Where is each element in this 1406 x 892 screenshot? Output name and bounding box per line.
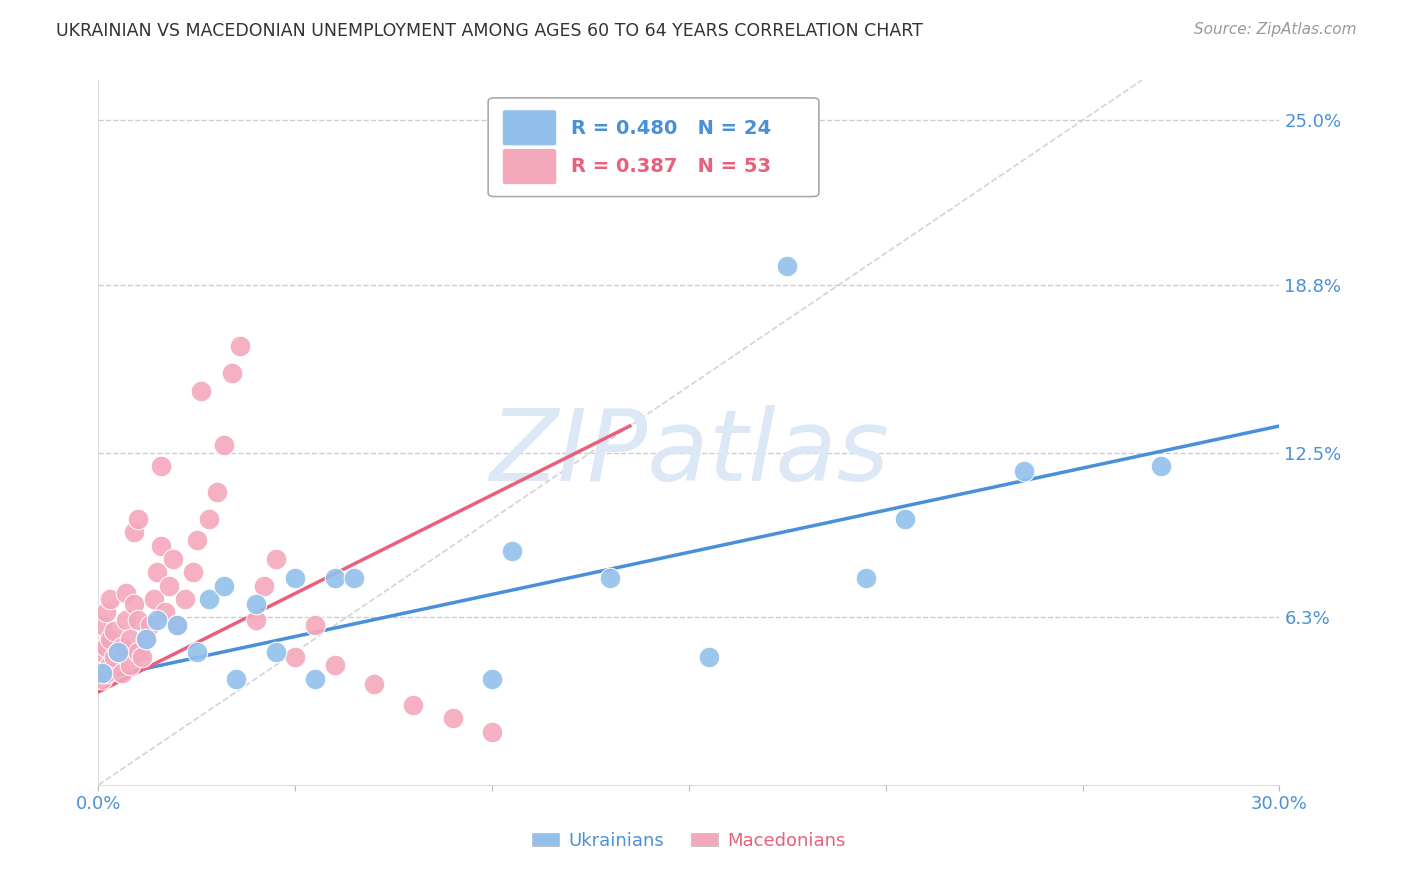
Point [205, 485, 228, 500]
Point [481, 672, 503, 686]
Point [181, 566, 204, 580]
Point [103, 624, 125, 638]
Point [245, 597, 267, 611]
FancyBboxPatch shape [488, 98, 818, 196]
Point [91, 645, 114, 659]
Point [253, 578, 276, 592]
Point [323, 658, 346, 673]
Point [284, 650, 307, 665]
Point [229, 339, 252, 353]
Point [115, 586, 138, 600]
Point [1012, 464, 1035, 478]
Point [115, 613, 138, 627]
Point [197, 591, 219, 606]
Point [127, 512, 149, 526]
Text: UKRAINIAN VS MACEDONIAN UNEMPLOYMENT AMONG AGES 60 TO 64 YEARS CORRELATION CHART: UKRAINIAN VS MACEDONIAN UNEMPLOYMENT AMO… [56, 22, 924, 40]
Point [186, 533, 208, 548]
Point [304, 672, 326, 686]
Point [96, 640, 118, 654]
Point [111, 666, 134, 681]
Point [697, 650, 720, 665]
Legend: Ukrainians, Macedonians: Ukrainians, Macedonians [524, 824, 853, 857]
Point [96, 605, 118, 619]
Point [107, 645, 129, 659]
Point [135, 632, 157, 646]
Point [162, 552, 184, 566]
Point [146, 566, 169, 580]
Point [118, 658, 141, 673]
Point [264, 645, 287, 659]
Text: ZIPatlas: ZIPatlas [489, 405, 889, 502]
Point [186, 645, 208, 659]
Point [197, 512, 219, 526]
Point [98, 658, 121, 673]
Point [138, 618, 160, 632]
Point [501, 544, 523, 558]
Point [103, 650, 125, 665]
Point [157, 578, 180, 592]
Point [214, 578, 236, 592]
Point [855, 570, 877, 584]
Point [98, 591, 121, 606]
Text: Source: ZipAtlas.com: Source: ZipAtlas.com [1194, 22, 1357, 37]
Point [91, 666, 114, 681]
Point [98, 632, 121, 646]
Point [91, 618, 114, 632]
Point [150, 458, 173, 473]
Point [127, 613, 149, 627]
Point [599, 570, 621, 584]
Point [96, 666, 118, 681]
Point [111, 640, 134, 654]
Point [166, 618, 188, 632]
Point [174, 591, 197, 606]
Point [323, 570, 346, 584]
Point [107, 645, 129, 659]
Point [131, 650, 153, 665]
Point [402, 698, 425, 713]
Point [150, 539, 173, 553]
Point [1150, 458, 1173, 473]
Point [146, 613, 169, 627]
FancyBboxPatch shape [502, 149, 557, 185]
Point [894, 512, 917, 526]
Point [284, 570, 307, 584]
Point [155, 605, 177, 619]
Point [363, 677, 385, 691]
Point [91, 672, 114, 686]
Point [221, 366, 243, 380]
Point [304, 618, 326, 632]
Point [225, 672, 247, 686]
Text: R = 0.480   N = 24: R = 0.480 N = 24 [571, 119, 770, 137]
Point [481, 724, 503, 739]
Point [264, 552, 287, 566]
Point [776, 260, 799, 274]
Point [118, 632, 141, 646]
Point [122, 525, 145, 540]
Point [166, 618, 188, 632]
Point [135, 632, 157, 646]
Point [122, 597, 145, 611]
Point [214, 437, 236, 451]
Point [127, 645, 149, 659]
Point [343, 570, 366, 584]
Point [142, 591, 165, 606]
Point [245, 613, 267, 627]
Point [441, 711, 464, 725]
FancyBboxPatch shape [502, 110, 557, 145]
Text: R = 0.387   N = 53: R = 0.387 N = 53 [571, 157, 770, 176]
Point [190, 384, 212, 399]
